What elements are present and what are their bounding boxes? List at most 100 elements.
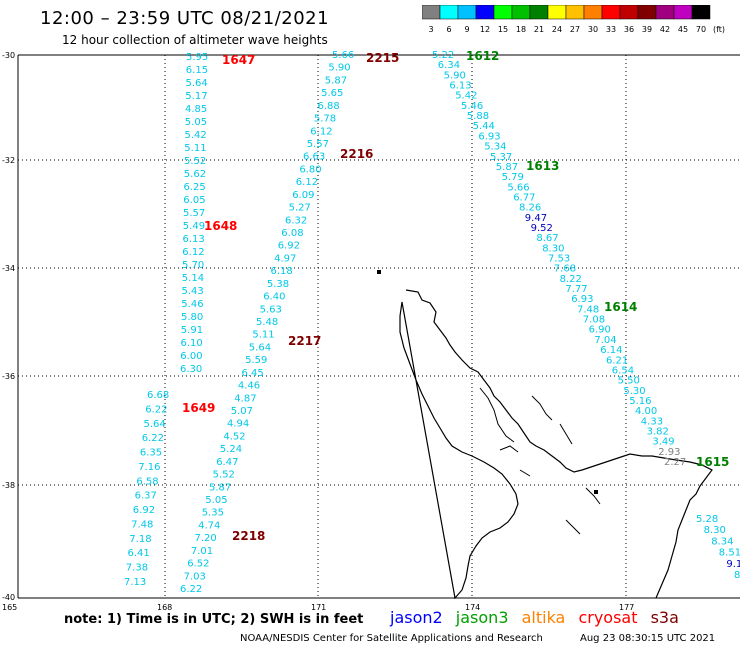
pass-time-label: 2215 xyxy=(366,51,399,65)
legend-label: 36 xyxy=(624,25,634,34)
wave-height-value: 6.40 xyxy=(263,292,285,303)
wave-height-value: 6.25 xyxy=(184,182,206,193)
pass-time-label: 1615 xyxy=(696,455,729,469)
lon-tick-label: 165 xyxy=(2,603,17,612)
satellite-legend-item: jason3 xyxy=(455,608,509,627)
wave-height-value: 6.22 xyxy=(145,404,167,415)
satellite-legend-item: cryosat xyxy=(578,608,638,627)
wave-height-value: 7.48 xyxy=(131,520,153,531)
wave-height-value: 7.18 xyxy=(129,534,151,545)
satellite-passes: 5.95 6.15 5.64 5.17 4.85 5.05 5.42 5.11 5.52 5.62… xyxy=(124,49,740,595)
page-subtitle: 12 hour collection of altimeter wave hei… xyxy=(62,33,328,47)
wave-height-value: 6.32 xyxy=(285,215,307,226)
lat-tick-label: -34 xyxy=(2,264,15,273)
wave-height-value: 8.34 xyxy=(711,536,733,547)
legend-label: 42 xyxy=(660,25,670,34)
wave-height-value: 6.77 xyxy=(513,192,535,203)
legend-label: 9 xyxy=(464,25,469,34)
wave-height-value: 5.49 xyxy=(183,221,205,232)
wave-height-value: 6.15 xyxy=(186,65,208,76)
wave-height-value: 5.44 xyxy=(473,121,495,132)
wave-height-value: 3.82 xyxy=(647,427,669,438)
lon-tick-label: 174 xyxy=(465,603,480,612)
wave-height-value: 6.18 xyxy=(271,266,293,277)
wave-height-value: 6.35 xyxy=(140,448,162,459)
wave-height-value: 6.22 xyxy=(142,433,164,444)
wave-height-value: 5.63 xyxy=(260,304,282,315)
pass-time-label: 1648 xyxy=(204,219,237,233)
wave-height-value: 5.65 xyxy=(321,88,343,99)
wave-height-value: 5.16 xyxy=(629,396,651,407)
wave-height-value: 6.12 xyxy=(296,177,318,188)
wave-height-value: 8.30 xyxy=(704,525,726,536)
legend-label: 27 xyxy=(570,25,580,34)
legend-label: 45 xyxy=(678,25,688,34)
wave-height-value: 6.52 xyxy=(187,559,209,570)
wave-height-value: 4.52 xyxy=(223,431,245,442)
color-legend: 3 6 9 12 15 18 21 24 27 30 33 36 39 42 45 70 (ft) xyxy=(422,5,725,34)
satellite-legend: jason2 jason3 altika cryosat s3a xyxy=(390,608,687,627)
wave-height-value: 7.48 xyxy=(577,304,599,315)
wave-height-value: 5.64 xyxy=(144,419,166,430)
legend-label: 70 xyxy=(696,25,706,34)
wave-height-value: 5.87 xyxy=(496,162,518,173)
lat-tick-labels: -30 -32 -34 -36 -38 -40 xyxy=(2,51,15,602)
coastline-inner xyxy=(479,387,601,535)
wave-height-value: 5.22 xyxy=(432,50,454,61)
lon-tick-label: 168 xyxy=(157,603,172,612)
legend-label: (ft) xyxy=(713,25,725,34)
wave-height-value: 6.21 xyxy=(606,355,628,366)
pass-time-label: 1614 xyxy=(604,300,637,314)
wave-height-value: 5.42 xyxy=(185,130,207,141)
wave-height-value: 5.07 xyxy=(231,406,253,417)
wave-height-value: 6.05 xyxy=(183,195,205,206)
wave-height-value: 4.87 xyxy=(234,393,256,404)
wave-height-value: 5.46 xyxy=(461,101,483,112)
island-marker xyxy=(377,270,381,274)
wave-height-value: 6.92 xyxy=(133,505,155,516)
wave-height-value: 5.05 xyxy=(185,117,207,128)
wave-height-value: 4.97 xyxy=(274,253,296,264)
wave-height-value: 5.66 xyxy=(507,182,529,193)
wave-height-value: 5.27 xyxy=(289,203,311,214)
wave-height-value: 2.93 xyxy=(658,447,680,458)
wave-height-value: 4.00 xyxy=(635,406,657,417)
island-marker xyxy=(594,490,598,494)
wave-height-value: 6.00 xyxy=(180,351,202,362)
pass-time-label: 1647 xyxy=(222,53,255,67)
legend-swatch xyxy=(691,5,711,20)
wave-height-value: 6.63 xyxy=(303,152,325,163)
wave-height-value: 5.90 xyxy=(328,63,350,74)
wave-height-value: 6.90 xyxy=(589,325,611,336)
wave-height-value: 5.30 xyxy=(623,386,645,397)
wave-height-value: 6.54 xyxy=(612,365,634,376)
wave-height-value: 5.14 xyxy=(182,273,204,284)
wave-height-value: 6.58 xyxy=(136,476,158,487)
pass-time-label: 2217 xyxy=(288,334,321,348)
wave-height-value: 5.80 xyxy=(181,312,203,323)
wave-height-value: 8.51 xyxy=(719,548,740,559)
wave-height-value: 6.80 xyxy=(299,164,321,175)
wave-height-value: 6.37 xyxy=(135,491,157,502)
wave-height-value: 7.04 xyxy=(594,335,616,346)
wave-height-value: 6.45 xyxy=(242,368,264,379)
legend-label: 39 xyxy=(642,25,652,34)
wave-height-value: 5.46 xyxy=(181,299,203,310)
wave-height-value: 6.13 xyxy=(449,81,471,92)
wave-height-value: 6.08 xyxy=(281,228,303,239)
legend-label: 15 xyxy=(498,25,508,34)
wave-height-value: 8.26 xyxy=(519,203,541,214)
lat-tick-label: -36 xyxy=(2,372,15,381)
wave-height-value: 6.34 xyxy=(438,60,460,71)
wave-height-value: 4.94 xyxy=(227,419,249,430)
lat-tick-label: -38 xyxy=(2,481,15,490)
wave-height-value: 7.03 xyxy=(184,571,206,582)
wave-height-value: 2.27 xyxy=(664,457,686,468)
wave-height-value: 5.87 xyxy=(209,482,231,493)
wave-height-value: 5.79 xyxy=(502,172,524,183)
generation-timestamp: Aug 23 08:30:15 UTC 2021 xyxy=(580,633,716,644)
wave-height-value: 5.43 xyxy=(182,286,204,297)
legend-label: 12 xyxy=(480,25,490,34)
wave-height-value: 5.57 xyxy=(307,139,329,150)
